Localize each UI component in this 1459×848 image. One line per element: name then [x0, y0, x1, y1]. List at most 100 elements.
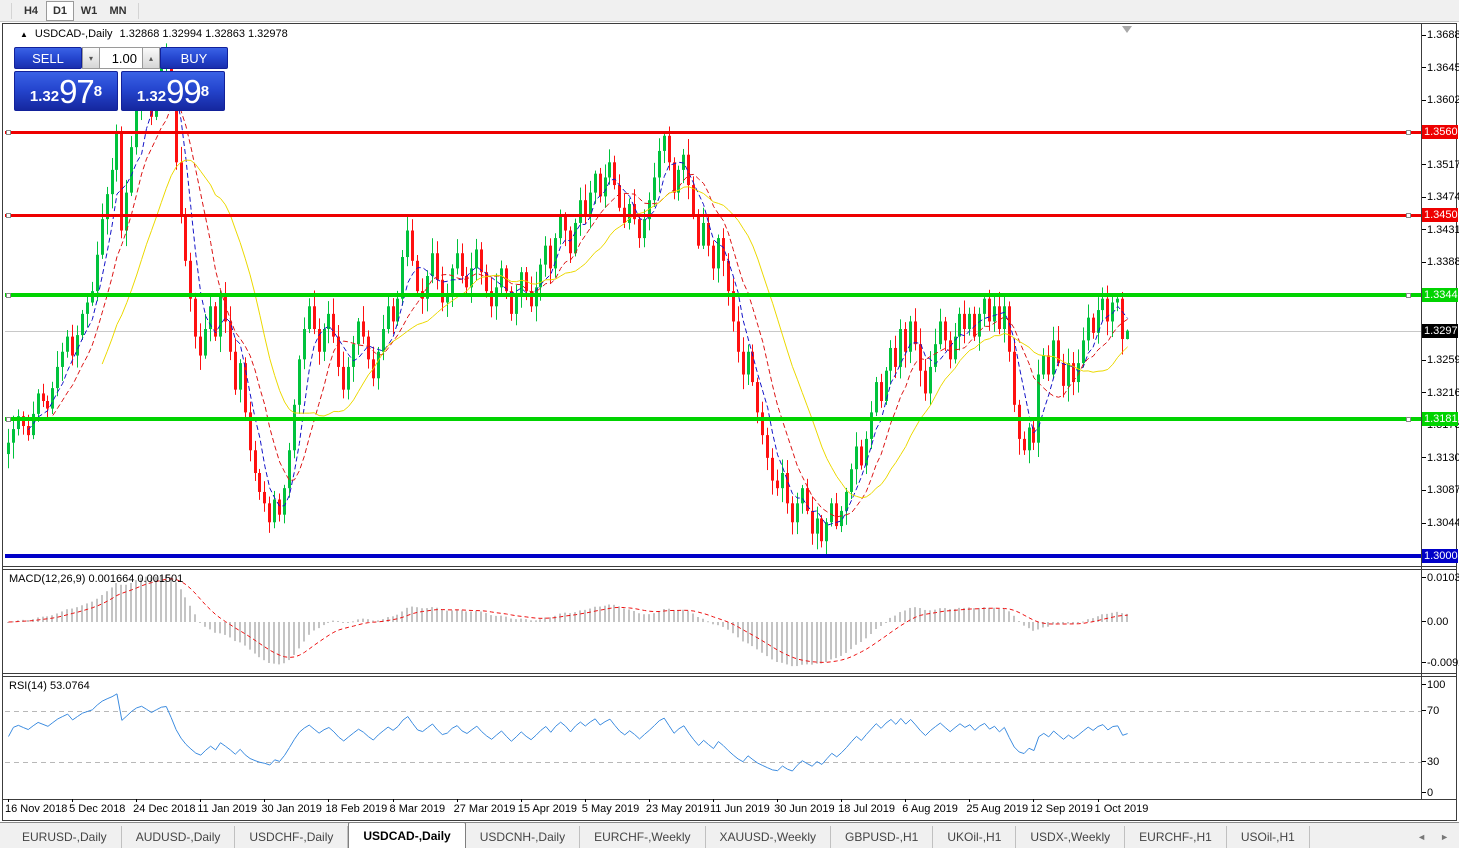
macd-axis-label: -0.00920: [1427, 657, 1459, 669]
date-axis-tick: [1097, 799, 1099, 802]
date-axis-label: 30 Jan 2019: [261, 803, 322, 815]
macd-label: MACD(12,26,9) 0.001664 0.001501: [9, 573, 184, 585]
macd-rsi-separator2[interactable]: [3, 676, 1456, 677]
chart-tab-audusd-daily[interactable]: AUDUSD-,Daily: [122, 826, 236, 848]
date-axis-tick: [8, 799, 9, 802]
tab-scroll-right-icon[interactable]: ►: [1440, 832, 1449, 842]
date-axis-tick: [648, 799, 650, 802]
rsi-axis-tick: [1422, 710, 1426, 711]
price-axis-tick: [1422, 457, 1426, 459]
sell-price-small: 1.32: [29, 88, 60, 105]
chart-tab-usdx-weekly[interactable]: USDX-,Weekly: [1016, 826, 1126, 848]
buy-price-small: 1.32: [136, 88, 167, 105]
chart-tab-bar: EURUSD-,Daily AUDUSD-,Daily USDCHF-,Daily U…: [0, 822, 1459, 848]
scroll-to-end-icon[interactable]: [1122, 26, 1132, 33]
date-axis-tick: [584, 799, 586, 802]
date-axis-label: 18 Feb 2019: [325, 803, 388, 815]
macd-indicator-canvas[interactable]: [5, 571, 1421, 672]
price-axis-label: 1.32160: [1427, 386, 1459, 399]
date-axis-label: 12 Sep 2019: [1030, 803, 1093, 815]
chart-tab-usdchf-daily[interactable]: USDCHF-,Daily: [235, 826, 349, 848]
timeframe-button-mn[interactable]: MN: [109, 4, 127, 17]
price-axis-label: 1.36880: [1427, 29, 1459, 41]
volume-increase-button[interactable]: ▴: [142, 47, 160, 69]
date-axis-label: 5 Dec 2018: [69, 803, 126, 815]
price-axis-divider: [1421, 24, 1422, 800]
timeframe-toolbar: H4 D1 W1 MN: [0, 0, 1459, 22]
date-axis-tick: [456, 799, 458, 802]
rsi-axis-tick: [1422, 684, 1426, 685]
macd-rsi-separator[interactable]: [3, 673, 1456, 674]
price-axis-label: 1.35170: [1427, 158, 1459, 171]
date-axis-label: 23 May 2019: [645, 803, 710, 815]
buy-price-tile[interactable]: 1.32 99 8: [121, 71, 225, 111]
chart-tabs: EURUSD-,Daily AUDUSD-,Daily USDCHF-,Daily U…: [8, 822, 1310, 848]
level-price-label: 1.35606: [1422, 124, 1459, 139]
date-axis-tick: [264, 799, 266, 802]
sell-price-sup: 8: [93, 83, 103, 100]
price-axis-tick: [1422, 359, 1426, 361]
timeframe-button-h4[interactable]: H4: [23, 4, 39, 17]
chart-tab-usdcnh-daily[interactable]: USDCNH-,Daily: [466, 826, 581, 848]
date-axis-tick: [777, 799, 779, 802]
buy-button[interactable]: BUY: [160, 47, 228, 69]
chart-tab-eurchf-h1[interactable]: EURCHF-,H1: [1125, 826, 1227, 848]
buy-price-big: 99: [166, 73, 202, 110]
date-axis-line: [3, 799, 1456, 800]
date-axis-label: 16 Nov 2018: [5, 803, 68, 815]
chart-tab-usoil-h1[interactable]: USOil-,H1: [1227, 826, 1310, 848]
chart-tab-eurchf-weekly[interactable]: EURCHF-,Weekly: [580, 826, 706, 848]
macd-axis-tick: [1422, 662, 1426, 663]
chart-frame-bottom: [2, 820, 1457, 821]
date-axis-label: 11 Jun 2019: [709, 803, 770, 815]
one-click-trade-panel: SELL ▾ ▴ BUY 1.32 97 8 1.32 99 8: [14, 47, 230, 111]
chart-title: ▲ USDCAD-,Daily 1.32868 1.32994 1.32863 …: [20, 28, 288, 40]
chart-tab-usdcad-daily[interactable]: USDCAD-,Daily: [348, 822, 466, 848]
date-axis-tick: [392, 799, 394, 802]
volume-input[interactable]: [100, 47, 142, 69]
toolbar-divider: [11, 2, 12, 19]
price-axis-label: 1.36450: [1427, 61, 1459, 74]
price-axis-tick: [1422, 522, 1426, 524]
main-chart-canvas[interactable]: [5, 25, 1421, 565]
date-axis-label: 15 Apr 2019: [517, 803, 578, 815]
rsi-indicator-canvas[interactable]: [5, 678, 1421, 797]
date-axis-tick: [328, 799, 330, 802]
date-axis-tick: [520, 799, 522, 802]
price-axis-label: 1.32590: [1427, 354, 1459, 367]
price-axis-label: 1.30440: [1427, 517, 1459, 530]
tab-scroll-left-icon[interactable]: ◄: [1417, 832, 1427, 842]
volume-decrease-button[interactable]: ▾: [82, 47, 100, 69]
rsi-axis-label: 30: [1427, 756, 1440, 768]
main-macd-separator[interactable]: [3, 566, 1456, 567]
rsi-axis-tick: [1422, 792, 1426, 793]
price-axis-label: 1.34740: [1427, 191, 1459, 204]
chart-tab-xauusd-weekly[interactable]: XAUUSD-,Weekly: [706, 826, 831, 848]
rsi-axis-tick: [1422, 761, 1426, 762]
timeframe-button-w1[interactable]: W1: [80, 4, 98, 17]
level-price-label: 1.33449: [1422, 288, 1459, 302]
sell-price-big: 97: [59, 73, 95, 110]
date-axis-label: 24 Dec 2018: [133, 803, 196, 815]
level-price-label: 1.31812: [1422, 412, 1459, 427]
date-axis-tick: [136, 799, 138, 802]
price-axis-label: 1.33880: [1427, 256, 1459, 269]
chart-tab-gbpusd-h1[interactable]: GBPUSD-,H1: [831, 826, 934, 848]
sell-price-tile[interactable]: 1.32 97 8: [14, 71, 118, 111]
price-axis-label: 1.36020: [1427, 94, 1459, 107]
rsi-axis-label: 100: [1427, 679, 1446, 691]
level-price-label: 1.30004: [1422, 549, 1459, 564]
date-axis-label: 25 Aug 2019: [966, 803, 1029, 815]
main-macd-separator2[interactable]: [3, 569, 1456, 570]
collapse-triangle-icon[interactable]: ▲: [20, 29, 28, 39]
date-axis-tick: [969, 799, 971, 802]
chart-tab-ukoil-h1[interactable]: UKOil-,H1: [933, 826, 1017, 848]
date-axis-tick: [200, 799, 202, 802]
price-axis-tick: [1422, 99, 1426, 101]
date-axis-tick: [712, 799, 714, 802]
timeframe-button-d1[interactable]: D1: [46, 0, 74, 21]
sell-button[interactable]: SELL: [14, 47, 82, 69]
chart-tab-eurusd-daily[interactable]: EURUSD-,Daily: [8, 826, 122, 848]
price-axis-tick: [1422, 392, 1426, 394]
